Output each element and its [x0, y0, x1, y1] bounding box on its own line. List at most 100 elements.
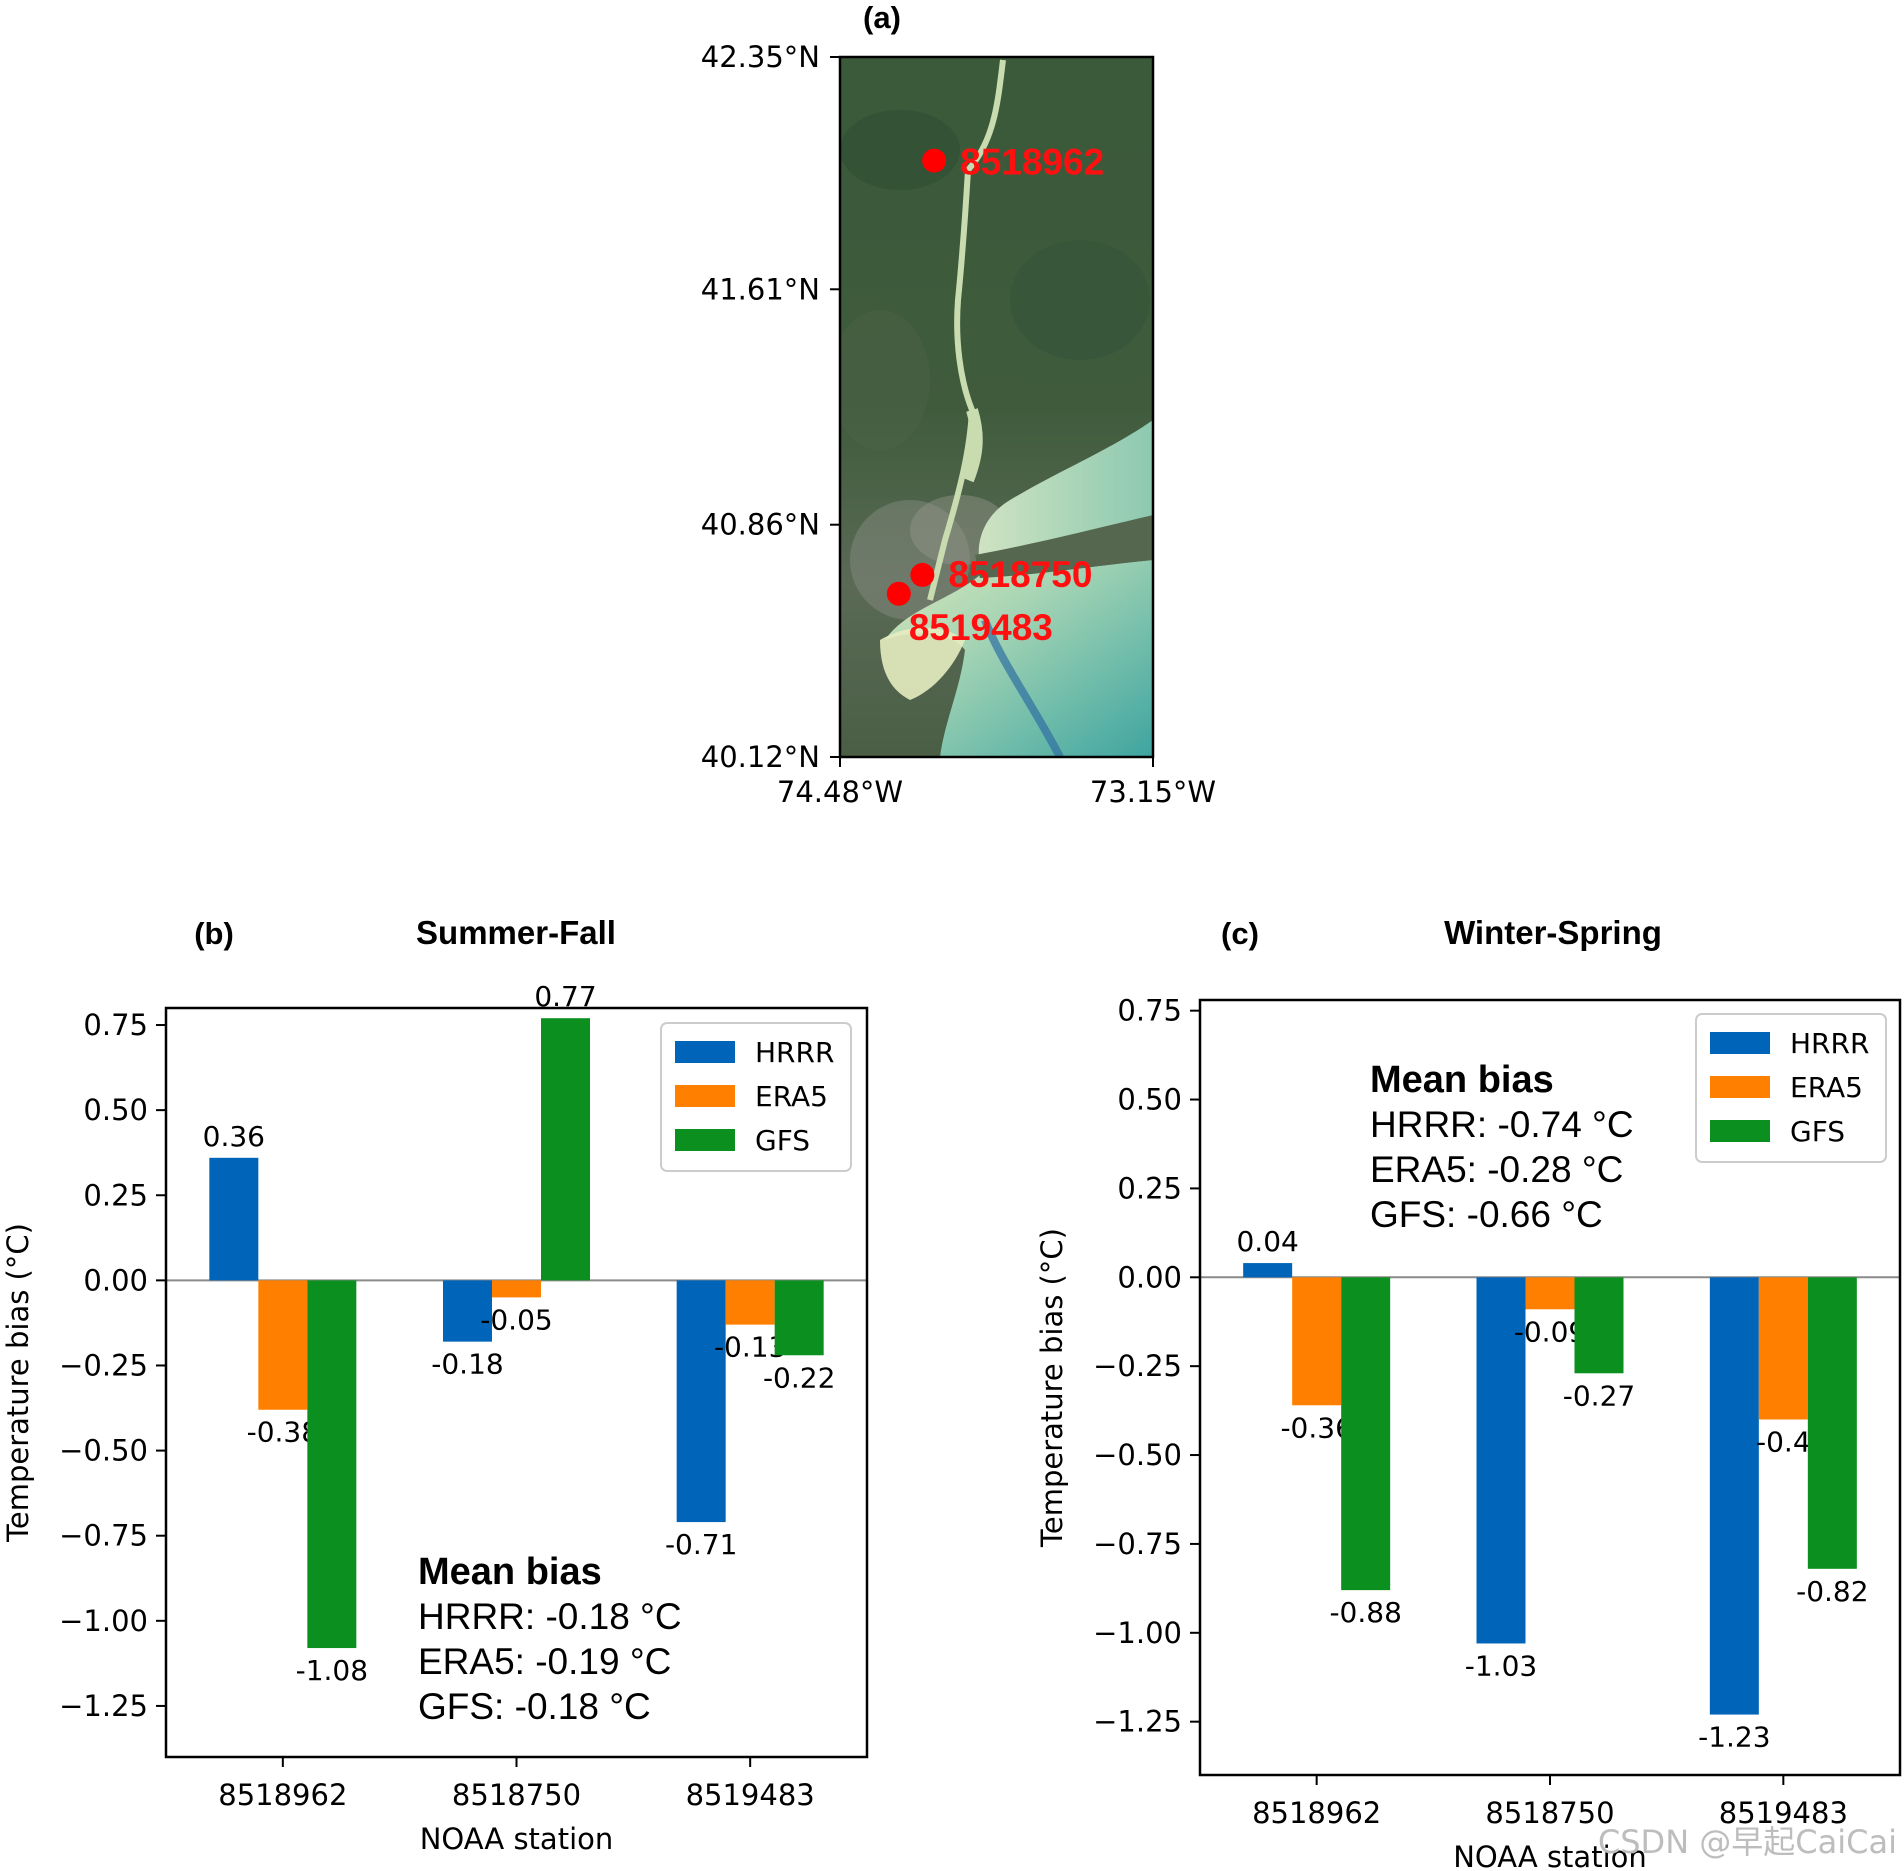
bar-gfs	[541, 1018, 590, 1281]
bar-value-label: 0.36	[203, 1120, 265, 1153]
bar-value-label: -0.71	[665, 1528, 737, 1561]
watermark: CSDN @早起CaiCai	[1598, 1823, 1897, 1861]
station-label: 8519483	[909, 607, 1053, 648]
bar-hrrr	[443, 1280, 492, 1342]
satellite-image	[840, 57, 1153, 757]
map-y-tick-label: 42.35°N	[701, 40, 820, 74]
mean-bias-line: HRRR: -0.74 °C	[1370, 1104, 1634, 1145]
panel-label-a: (a)	[863, 0, 901, 35]
legend-swatch-gfs	[675, 1129, 735, 1151]
mean-bias-line: ERA5: -0.28 °C	[1370, 1149, 1623, 1190]
y-tick-label: 0.50	[83, 1093, 148, 1127]
bar-value-label: -0.88	[1329, 1596, 1401, 1629]
chart-title: Summer-Fall	[416, 914, 616, 951]
legend-label: GFS	[1790, 1115, 1845, 1148]
bar-value-label: -0.82	[1796, 1575, 1868, 1608]
bar-value-label: -0.13	[714, 1331, 786, 1364]
panel-label: (c)	[1221, 916, 1259, 951]
legend-swatch-era5	[1710, 1076, 1770, 1098]
x-tick-label: 8518962	[218, 1778, 347, 1812]
x-axis-label: NOAA station	[1453, 1840, 1647, 1871]
legend-label: GFS	[755, 1124, 810, 1157]
plot-frame	[164, 1006, 869, 1759]
bar-hrrr	[1243, 1263, 1293, 1278]
legend-swatch-hrrr	[1710, 1032, 1770, 1054]
bar-value-label: -1.23	[1698, 1721, 1770, 1754]
panel-label: (b)	[194, 916, 234, 951]
x-axis-label: NOAA station	[420, 1822, 614, 1856]
bar-chart-summer-fall: (b) Summer-Fall 0.36 -0.38 -1.08 8518962 -0.18…	[1, 914, 869, 1856]
legend-label: ERA5	[755, 1080, 828, 1113]
legend-label: HRRR	[1790, 1027, 1869, 1060]
x-tick-label: 8518962	[1252, 1796, 1381, 1830]
bar-value-label: -0.38	[247, 1416, 319, 1449]
bar-era5	[492, 1280, 541, 1298]
legend-label: HRRR	[755, 1036, 834, 1069]
x-tick-label: 8519483	[686, 1778, 815, 1812]
bar-hrrr	[1476, 1277, 1526, 1644]
legend: HRRR ERA5 GFS	[660, 1022, 852, 1172]
mean-bias-line: GFS: -0.66 °C	[1370, 1194, 1603, 1235]
map-panel: (a) 42.35°N 41.61°N 40.86°N 40.12°N 74.48°W…	[701, 0, 1216, 809]
y-tick-label: 0.75	[83, 1008, 148, 1042]
bar-hrrr	[209, 1157, 259, 1281]
x-tick-label: 8518750	[452, 1778, 581, 1812]
bar-era5	[725, 1280, 775, 1325]
legend-swatch-era5	[675, 1085, 735, 1107]
map-y-ticks: 42.35°N 41.61°N 40.86°N 40.12°N	[701, 40, 840, 774]
bar-value-label: -0.18	[431, 1348, 503, 1381]
bar-value-label: -0.36	[1280, 1411, 1352, 1444]
y-tick-label: 0.50	[1117, 1083, 1182, 1117]
y-tick-label: −0.50	[59, 1434, 148, 1468]
x-tick-label: 8519483	[1719, 1796, 1848, 1830]
station-marker	[886, 581, 911, 606]
y-tick-label: 0.00	[83, 1263, 148, 1297]
map-frame	[838, 55, 1155, 759]
bar-value-label: -1.03	[1465, 1649, 1537, 1682]
bar-era5	[258, 1280, 308, 1410]
map-x-tick-label: 73.15°W	[1090, 775, 1216, 809]
station-markers: 8518962 8518750 8519483	[886, 142, 1104, 648]
bar-era5	[1292, 1277, 1342, 1406]
bar-value-label: -0.09	[1514, 1315, 1586, 1348]
bar-value-label: -0.05	[480, 1303, 552, 1336]
mean-bias-title: Mean bias	[1370, 1059, 1554, 1101]
bar-value-label: -0.27	[1563, 1379, 1635, 1412]
y-axis-label: Temperature bias (°C)	[1, 1223, 35, 1543]
station-label: 8518750	[948, 554, 1092, 595]
y-tick-label: −0.50	[1093, 1438, 1182, 1472]
chart-title: Winter-Spring	[1444, 914, 1662, 951]
mean-bias-title: Mean bias	[418, 1551, 602, 1593]
plot-frame	[1198, 998, 1902, 1777]
mean-bias-line: HRRR: -0.18 °C	[418, 1596, 682, 1637]
y-tick-label: −1.25	[1093, 1705, 1182, 1739]
bar-value-label: -1.08	[296, 1654, 368, 1687]
mean-bias-line: ERA5: -0.19 °C	[418, 1641, 671, 1682]
y-tick-label: 0.25	[83, 1178, 148, 1212]
bar-gfs	[1807, 1277, 1857, 1569]
bar-era5	[1758, 1277, 1808, 1420]
legend-swatch-hrrr	[675, 1041, 735, 1063]
bar-era5	[1525, 1277, 1575, 1310]
bar-value-label: 0.04	[1236, 1225, 1298, 1258]
y-tick-label: −1.25	[59, 1689, 148, 1723]
y-tick-label: −0.25	[1093, 1349, 1182, 1383]
x-tick-label: 8518750	[1485, 1796, 1614, 1830]
map-y-tick-label: 41.61°N	[701, 272, 820, 306]
station-marker	[922, 148, 947, 173]
bar-hrrr	[676, 1280, 726, 1523]
mean-bias-line: GFS: -0.18 °C	[418, 1686, 651, 1727]
bar-gfs	[307, 1280, 357, 1649]
y-tick-label: 0.75	[1117, 994, 1182, 1028]
y-tick-label: −1.00	[59, 1604, 148, 1638]
legend: HRRR ERA5 GFS	[1695, 1013, 1887, 1163]
bar-value-label: -0.22	[763, 1361, 835, 1394]
station-label: 8518962	[960, 142, 1104, 183]
y-tick-label: 0.25	[1117, 1171, 1182, 1205]
station-marker	[910, 562, 935, 587]
y-tick-label: −0.25	[59, 1348, 148, 1382]
y-axis-label: Temperature bias (°C)	[1035, 1228, 1069, 1548]
